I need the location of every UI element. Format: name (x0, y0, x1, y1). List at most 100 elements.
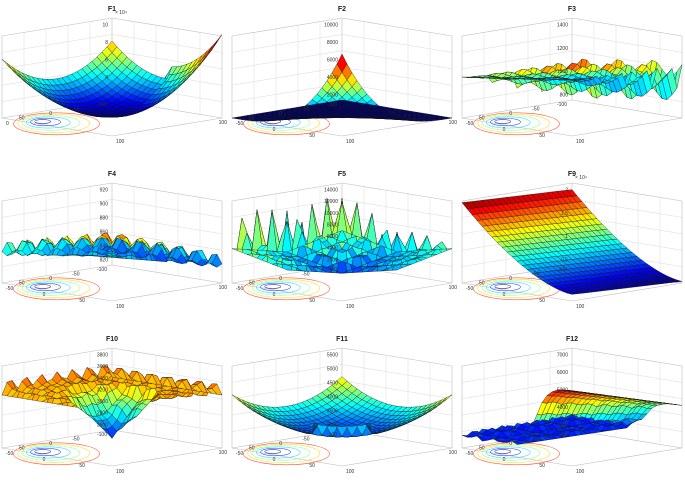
y-tick-label: -100 (557, 102, 567, 108)
plot-panel-f2: F2 10000 8000 6000 4000 2000 100 50 0 -50 -100 -50 0… (219, 6, 453, 145)
z-tick-label: 2800 (97, 411, 108, 417)
y-tick-label: 100 (449, 285, 458, 291)
y-tick-label: -100 (97, 432, 107, 438)
z-tick-label: 860 (100, 229, 109, 235)
z-tick-label: 4000 (327, 75, 338, 81)
plot-title: F9 (568, 171, 576, 178)
floor-contours (473, 112, 560, 136)
surface-mesh (461, 189, 683, 295)
x-tick-label: -50 (236, 451, 243, 457)
plot-title: F10 (106, 336, 118, 343)
plot-title: F4 (108, 171, 116, 178)
floor-contours (473, 442, 560, 466)
x-tick-label: 0 (43, 292, 46, 298)
z-tick-label: 4000 (557, 405, 568, 411)
z-tick-label: 1.5 (561, 211, 568, 217)
y-tick-label: 50 (479, 446, 485, 452)
z-tick-label: 8000 (327, 40, 338, 46)
z-tick-label: 880 (100, 215, 109, 221)
y-tick-label: 100 (449, 450, 458, 456)
y-tick-label: -100 (327, 267, 337, 273)
plot-title: F2 (338, 6, 346, 13)
x-tick-label: -50 (466, 286, 473, 292)
y-tick-label: 100 (219, 450, 228, 456)
plot-panel-f4: F4920900880860840820100500-50-100-500501… (1, 171, 223, 310)
x-tick-label: 100 (346, 139, 355, 145)
y-tick-label: 50 (19, 116, 25, 122)
y-tick-label: 50 (19, 446, 25, 452)
x-tick-label: 100 (576, 304, 585, 310)
y-tick-label: -100 (327, 432, 337, 438)
y-tick-label: 50 (479, 281, 485, 287)
floor-contours (243, 277, 330, 301)
surface-mesh (461, 389, 683, 445)
y-tick-label: 0 (279, 111, 282, 117)
z-tick-label: 14000 (324, 188, 338, 194)
z-tick-label: 800 (560, 92, 569, 98)
y-tick-label: 50 (479, 116, 485, 122)
y-tick-label: 0 (279, 441, 282, 447)
floor-contours (13, 112, 100, 136)
y-tick-label: 0 (49, 441, 52, 447)
z-axis-exponent: × 10⁴ (575, 175, 587, 181)
z-tick-label: 1400 (557, 23, 568, 29)
x-tick-label: 0 (503, 292, 506, 298)
y-tick-label: 50 (249, 281, 255, 287)
z-tick-label: 12000 (324, 199, 338, 205)
z-tick-label: 4 (105, 75, 108, 81)
y-tick-label: -50 (72, 437, 79, 443)
x-tick-label: 100 (116, 469, 125, 475)
y-tick-label: 0 (509, 111, 512, 117)
z-tick-label: 8000 (327, 222, 338, 228)
x-tick-label: 100 (116, 139, 125, 145)
floor-contours (13, 277, 100, 301)
z-tick-label: 4000 (327, 394, 338, 400)
z-tick-label: 920 (100, 188, 109, 194)
z-tick-label: 900 (100, 202, 109, 208)
x-tick-label: 50 (539, 133, 545, 139)
y-tick-label: -50 (532, 272, 539, 278)
y-tick-label: -100 (97, 267, 107, 273)
z-tick-label: 7000 (557, 353, 568, 359)
plot-panel-f11: F11 5500 5000 4500 4000 3500 3000 100 50 0 -50 -100… (219, 336, 453, 475)
x-tick-label: -50 (6, 286, 13, 292)
surface-mesh (231, 376, 453, 438)
z-tick-label: 3200 (97, 387, 108, 393)
plot-panel-f9: F9× 10⁴ 2 1.5 1 0.5 100 50 0 -50 -100 -50 0 50 100 (449, 171, 683, 310)
z-tick-label: 2600 (97, 422, 108, 428)
z-tick-label: 2000 (327, 92, 338, 98)
y-tick-label: -50 (532, 437, 539, 443)
x-tick-label: 0 (6, 121, 9, 127)
y-tick-label: -50 (302, 272, 309, 278)
plot-title: F3 (568, 6, 576, 13)
y-tick-label: -100 (97, 102, 107, 108)
y-tick-label: 0 (279, 276, 282, 282)
y-tick-label: 0 (509, 276, 512, 282)
x-tick-label: -50 (236, 286, 243, 292)
x-tick-label: 50 (79, 463, 85, 469)
x-tick-label: 50 (539, 463, 545, 469)
z-tick-label: 3000 (557, 422, 568, 428)
y-tick-label: -50 (72, 272, 79, 278)
x-tick-label: -50 (236, 121, 243, 127)
x-tick-label: 100 (346, 304, 355, 310)
x-tick-label: 0 (273, 127, 276, 133)
x-tick-label: 50 (309, 298, 315, 304)
z-tick-label: 6000 (327, 57, 338, 63)
floor-contours (13, 442, 100, 466)
surface-mesh (1, 365, 223, 439)
x-tick-label: 0 (503, 127, 506, 133)
z-tick-label: 6000 (557, 370, 568, 376)
x-tick-label: 0 (503, 457, 506, 463)
z-tick-label: 820 (100, 257, 109, 263)
y-tick-label: 50 (249, 116, 255, 122)
x-tick-label: 0 (273, 457, 276, 463)
z-tick-label: 3000 (97, 399, 108, 405)
y-tick-label: -50 (532, 107, 539, 113)
y-tick-label: -100 (557, 432, 567, 438)
z-tick-label: 1000 (557, 69, 568, 75)
y-tick-label: -50 (72, 107, 79, 113)
z-tick-label: 6000 (327, 234, 338, 240)
x-tick-label: 100 (116, 304, 125, 310)
